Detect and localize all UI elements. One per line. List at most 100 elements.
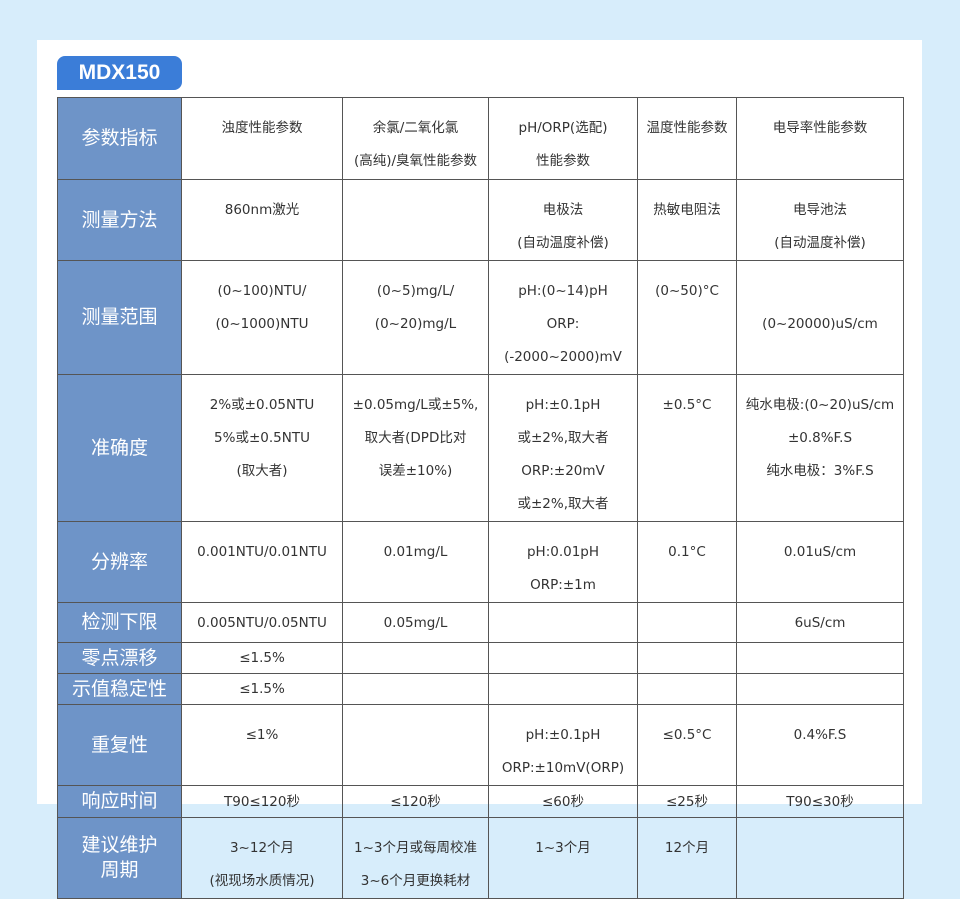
table-cell: ≤25秒 [637, 785, 737, 818]
row-label: 示值稳定性 [57, 673, 182, 705]
cell-line: ±0.8%F.S [787, 430, 853, 446]
table-cell: pH:±0.1pH ORP:±10mV(ORP) [488, 704, 638, 786]
cell-line: pH:(0~14)pH [518, 283, 608, 299]
table-cell: 热敏电阻法 [637, 179, 737, 261]
cell-content: 12个月 [638, 818, 736, 865]
table-cell: pH:0.01pH ORP:±1m [488, 521, 638, 603]
label-line: 重复性 [90, 733, 148, 756]
table-cell: 860nm激光 [181, 179, 343, 261]
table-cell: 2%或±0.05NTU 5%或±0.5NTU (取大者) [181, 374, 343, 522]
table-cell: 0.01uS/cm [736, 521, 904, 603]
cell-content: 电极法 (自动温度补偿) [489, 180, 637, 260]
cell-line: (0~1000)NTU [215, 316, 309, 332]
cell-line: 电导池法 [793, 202, 847, 218]
cell-content: pH:(0~14)pH ORP:(-2000~2000)mV [489, 261, 637, 374]
cell-line: pH/ORP(选配) [518, 120, 608, 136]
table-cell: ≤120秒 [342, 785, 489, 818]
label-line: 响应时间 [81, 790, 158, 812]
cell-line: 12个月 [664, 840, 710, 856]
cell-line: ORP:±1m [530, 577, 596, 593]
row-label: 响应时间 [57, 785, 182, 818]
table-cell: pH:±0.1pH 或±2%,取大者 ORP:±20mV 或±2%,取大者 [488, 374, 638, 522]
cell-line: 0.001NTU/0.01NTU [197, 544, 327, 560]
row-label: 参数指标 [57, 97, 182, 180]
table-cell: (0~50)°C [637, 260, 737, 375]
table-cell: 0.1°C [637, 521, 737, 603]
cell-line: (自动温度补偿) [774, 235, 866, 251]
cell-line: 6uS/cm [794, 614, 846, 631]
cell-line: 热敏电阻法 [653, 202, 721, 218]
table-cell: pH:(0~14)pH ORP:(-2000~2000)mV [488, 260, 638, 375]
cell-content: (0~50)°C [638, 261, 736, 308]
cell-content: ≤25秒 [638, 788, 736, 816]
table-cell [342, 704, 489, 786]
cell-line: 1~3个月 [535, 840, 591, 856]
cell-content: pH:±0.1pH 或±2%,取大者 ORP:±20mV 或±2%,取大者 [489, 375, 637, 521]
cell-line: (0~20)mg/L [374, 316, 457, 332]
cell-line: (取大者) [236, 463, 288, 479]
cell-line: 电极法 [542, 202, 584, 218]
row-label: 重复性 [57, 704, 182, 786]
table-cell: 温度性能参数 [637, 97, 737, 180]
cell-line: 浊度性能参数 [221, 120, 303, 136]
cell-line: 或±2%,取大者 [517, 496, 609, 512]
cell-content: ≤120秒 [343, 788, 488, 816]
table-cell [342, 642, 489, 674]
spec-table: 参数指标 浊度性能参数 余氯/二氧化氯 (高纯)/臭氧性能参数 pH/ORP(选配) 性能… [57, 97, 904, 899]
cell-line: ≤25秒 [666, 793, 708, 810]
cell-line: (高纯)/臭氧性能参数 [353, 153, 478, 169]
table-cell: ≤0.5°C [637, 704, 737, 786]
cell-content: ≤1% [182, 705, 342, 752]
cell-content: ≤0.5°C [638, 705, 736, 752]
cell-content: pH:±0.1pH ORP:±10mV(ORP) [489, 705, 637, 785]
table-cell: 余氯/二氧化氯 (高纯)/臭氧性能参数 [342, 97, 489, 180]
table-row: 准确度 2%或±0.05NTU 5%或±0.5NTU (取大者) ±0.05mg/L或±… [57, 374, 904, 522]
table-cell: 浊度性能参数 [181, 97, 343, 180]
table-cell: ≤1% [181, 704, 343, 786]
label-line: 参数指标 [81, 127, 158, 149]
table-cell: (0~20000)uS/cm [736, 260, 904, 375]
cell-content: (0~100)NTU/ (0~1000)NTU [182, 261, 342, 341]
page: MDX150 参数指标 浊度性能参数 余氯/二氧化氯 (高纯)/臭氧性能参数 pH/OR… [37, 40, 922, 899]
label-line: 周期 [100, 859, 139, 881]
table-row: 重复性 ≤1% pH:±0.1pH ORP:±10mV(ORP) ≤0.5°C 0.4%F… [57, 704, 904, 786]
table-cell: ≤1.5% [181, 642, 343, 674]
row-label: 零点漂移 [57, 642, 182, 674]
cell-line: 3~6个月更换耗材 [360, 873, 471, 889]
row-label: 分辨率 [57, 521, 182, 603]
table-cell: 0.05mg/L [342, 602, 489, 643]
cell-content: 6uS/cm [737, 609, 903, 637]
table-cell: pH/ORP(选配) 性能参数 [488, 97, 638, 180]
table-cell [736, 642, 904, 674]
cell-line: (0~20000)uS/cm [762, 316, 878, 332]
cell-line: ≤120秒 [390, 793, 441, 810]
table-cell: (0~100)NTU/ (0~1000)NTU [181, 260, 343, 375]
cell-line: pH:0.01pH [526, 544, 600, 560]
cell-line: T90≤30秒 [786, 793, 854, 810]
cell-line: 3~12个月 [229, 840, 295, 856]
row-label: 测量方法 [57, 179, 182, 261]
cell-content: 电导率性能参数 [737, 98, 903, 145]
table-cell [736, 817, 904, 899]
cell-line: 0.01uS/cm [783, 544, 857, 560]
cell-content: 0.005NTU/0.05NTU [182, 609, 342, 637]
cell-line: ≤1% [245, 727, 279, 743]
table-row: 测量方法 860nm激光 电极法 (自动温度补偿) 热敏电阻法 电导池法 (自动温度补偿) [57, 179, 904, 261]
label-line: 分辨率 [90, 550, 148, 573]
cell-content: 860nm激光 [182, 180, 342, 227]
cell-content: 1~3个月 [489, 818, 637, 865]
table-cell [342, 179, 489, 261]
cell-line: ORP:(-2000~2000)mV [504, 316, 622, 365]
cell-content: 纯水电极:(0~20)uS/cm ±0.8%F.S 纯水电极：3%F.S [737, 375, 903, 488]
table-row: 零点漂移 ≤1.5% [57, 642, 904, 674]
cell-content: ±0.05mg/L或±5%, 取大者(DPD比对 误差±10%) [343, 375, 488, 488]
cell-line: ±0.05mg/L或±5%, [352, 397, 479, 413]
table-cell: T90≤120秒 [181, 785, 343, 818]
cell-content: 0.001NTU/0.01NTU [182, 522, 342, 569]
cell-content: 3~12个月 (视现场水质情况) [182, 818, 342, 898]
table-cell: 3~12个月 (视现场水质情况) [181, 817, 343, 899]
row-label: 建议维护 周期 [57, 817, 182, 899]
cell-content: ≤1.5% [182, 644, 342, 672]
cell-content: ±0.5°C [638, 375, 736, 422]
cell-line: (0~50)°C [655, 283, 719, 299]
